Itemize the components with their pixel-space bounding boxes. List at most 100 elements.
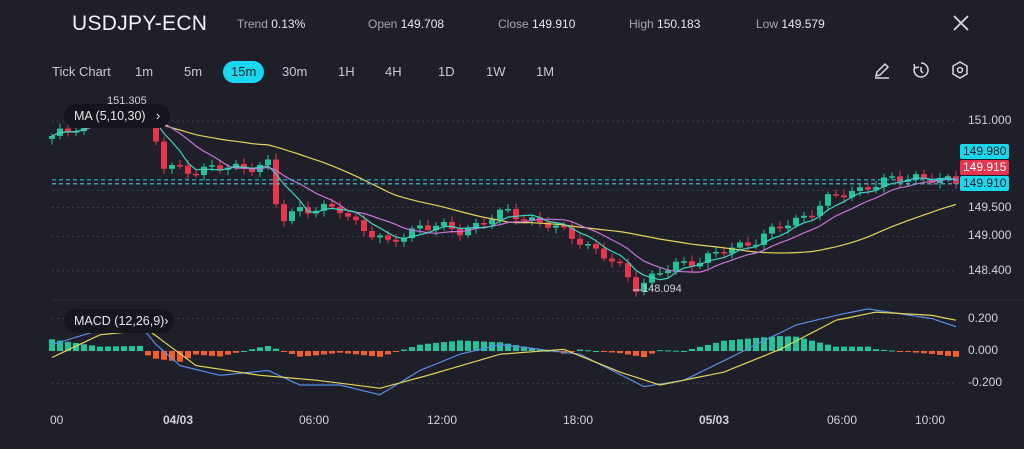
- candle-down: [217, 165, 223, 170]
- histogram-bar-positive: [73, 342, 79, 351]
- macd-axis-label: -0.200: [968, 375, 1003, 390]
- histogram-bar-positive: [713, 342, 719, 351]
- histogram-bar-positive: [505, 343, 511, 351]
- ma-indicator-pill[interactable]: MA (5,10,30) ›: [64, 104, 171, 128]
- trend-stat: Trend 0.13%: [237, 17, 305, 31]
- candle-down: [745, 242, 751, 246]
- histogram-bar-positive: [833, 346, 839, 351]
- macd-label: MACD (12,26,9): [74, 314, 165, 328]
- histogram-bar-positive: [497, 342, 503, 351]
- open-label: Open: [368, 17, 398, 31]
- histogram-bar-positive: [473, 341, 479, 351]
- candle-down: [569, 227, 575, 239]
- price-label: 149.910: [960, 176, 1010, 191]
- histogram-bar-negative: [153, 351, 159, 359]
- timeframe-1m[interactable]: 1m: [135, 64, 154, 79]
- histogram-bar-positive: [457, 340, 463, 351]
- histogram-bar-positive: [593, 351, 599, 352]
- price-axis-label: 149.000: [968, 228, 1012, 243]
- histogram-bar-positive: [409, 347, 415, 351]
- low-label: Low: [756, 17, 779, 31]
- histogram-bar-negative: [177, 351, 183, 362]
- close-icon[interactable]: [950, 12, 972, 34]
- candle-down: [625, 263, 631, 278]
- histogram-bar-positive: [585, 350, 591, 352]
- histogram-bar-negative: [625, 351, 631, 355]
- pencil-icon[interactable]: [871, 59, 893, 81]
- histogram-bar-positive: [89, 345, 95, 351]
- timeframe-1w[interactable]: 1W: [486, 64, 506, 79]
- timeframe-tick-chart[interactable]: Tick Chart: [52, 64, 111, 79]
- settings-icon[interactable]: [949, 59, 971, 81]
- histogram-bar-negative: [209, 351, 215, 356]
- histogram-bar-negative: [633, 351, 639, 356]
- macd-axis-label: 0.200: [968, 310, 999, 325]
- candle-down: [65, 128, 71, 132]
- candle-down: [161, 141, 167, 169]
- high-annotation: 151.305: [107, 95, 147, 107]
- open-value: 149.708: [400, 17, 445, 31]
- histogram-bar-positive: [809, 340, 815, 351]
- histogram-bar-positive: [865, 346, 871, 351]
- timeframe-1m[interactable]: 1M: [536, 64, 555, 79]
- histogram-bar-positive: [265, 346, 271, 351]
- histogram-bar-positive: [97, 346, 103, 351]
- histogram-bar-negative: [225, 351, 231, 355]
- ma30-line: [51, 120, 957, 254]
- candle-down: [273, 159, 279, 205]
- histogram-bar-negative: [217, 351, 223, 357]
- histogram-bar-negative: [929, 351, 935, 354]
- histogram-bar-negative: [601, 351, 607, 352]
- timeframe-4h[interactable]: 4H: [385, 64, 402, 79]
- candle-down: [633, 277, 639, 292]
- candle-up: [673, 261, 679, 271]
- histogram-bar-positive: [737, 339, 743, 351]
- trend-value: 0.13%: [271, 17, 306, 31]
- candle-down: [777, 226, 783, 229]
- histogram-bar-negative: [569, 351, 575, 352]
- timeframe-1d[interactable]: 1D: [438, 64, 455, 79]
- candle-up: [377, 235, 383, 238]
- candle-up: [729, 247, 735, 254]
- histogram-bar-positive: [465, 340, 471, 351]
- histogram-bar-negative: [617, 351, 623, 354]
- candle-down: [353, 216, 359, 221]
- timeframe-30m[interactable]: 30m: [282, 64, 308, 79]
- timeframe-1h[interactable]: 1H: [338, 64, 355, 79]
- candle-up: [465, 228, 471, 236]
- close-label: Close: [498, 17, 529, 31]
- candle-down: [305, 207, 311, 214]
- timeframe-5m[interactable]: 5m: [184, 64, 203, 79]
- candle-up: [945, 176, 951, 178]
- candle-down: [449, 221, 455, 229]
- histogram-bar-positive: [481, 341, 487, 351]
- histogram-bar-positive: [529, 347, 535, 351]
- candle-down: [193, 173, 199, 176]
- histogram-bar-negative: [385, 351, 391, 355]
- candle-up: [489, 219, 495, 225]
- candle-up: [529, 217, 535, 221]
- time-axis-label: 12:00: [427, 413, 458, 427]
- candle-up: [657, 273, 663, 275]
- candle-up: [321, 203, 327, 211]
- histogram-bar-positive: [841, 346, 847, 351]
- candle-up: [665, 270, 671, 274]
- price-axis-label: 148.400: [968, 263, 1012, 278]
- histogram-bar-positive: [705, 344, 711, 351]
- open-stat: Open 149.708: [368, 17, 444, 31]
- histogram-bar-positive: [889, 350, 895, 352]
- low-stat: Low 149.579: [756, 17, 825, 31]
- macd-indicator-pill[interactable]: MACD (12,26,9)›: [64, 309, 175, 333]
- histogram-bar-negative: [921, 351, 927, 354]
- histogram-bar-positive: [745, 338, 751, 351]
- candle-up: [737, 242, 743, 248]
- histogram-bar-positive: [697, 346, 703, 351]
- timeframe-15m[interactable]: 15m: [223, 61, 265, 83]
- candle-down: [393, 239, 399, 242]
- ma10-line: [51, 116, 957, 273]
- histogram-bar-negative: [321, 351, 327, 355]
- timer-icon[interactable]: [910, 59, 932, 81]
- histogram-bar-negative: [953, 351, 959, 357]
- candle-up: [793, 217, 799, 226]
